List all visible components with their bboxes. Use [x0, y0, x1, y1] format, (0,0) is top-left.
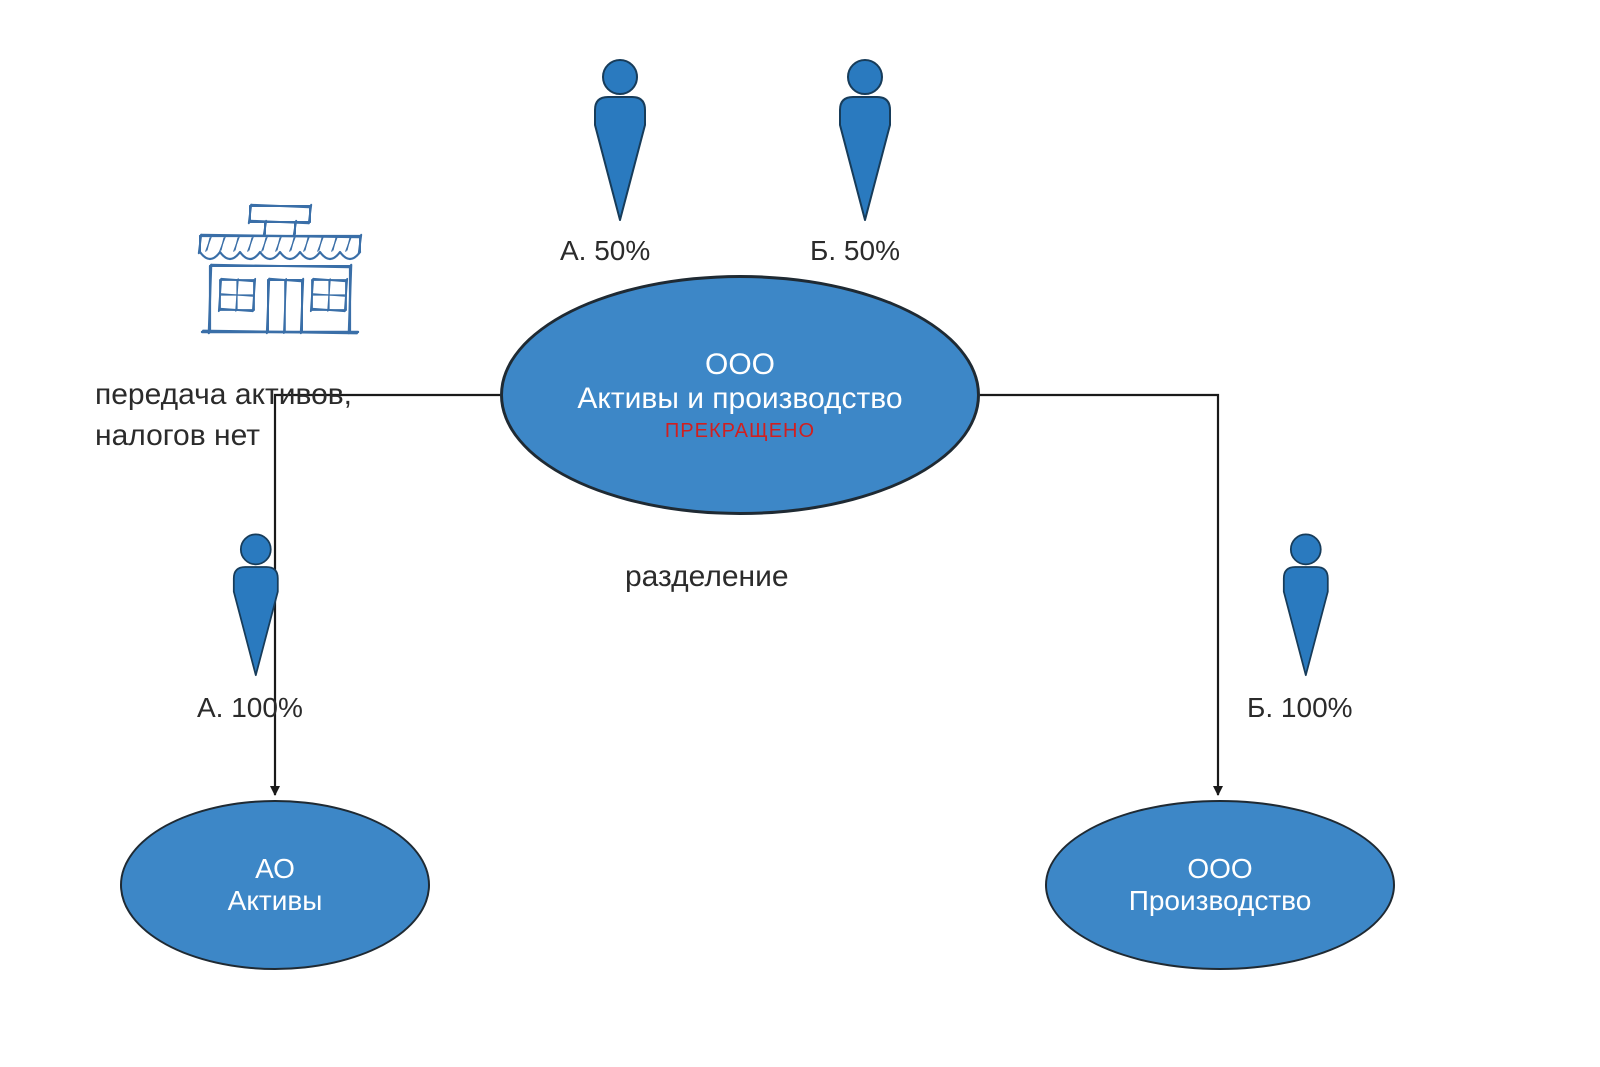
entity-right-ellipse: ООО Производство	[1045, 800, 1395, 970]
entity-right-type: ООО	[1187, 853, 1252, 885]
entity-right-name: Производство	[1129, 885, 1312, 917]
entity-left-name: Активы	[228, 885, 323, 917]
owner-b-bottom-icon	[1275, 530, 1337, 685]
entity-main-type: ООО	[705, 348, 775, 382]
owner-b-bottom-label: Б. 100%	[1247, 692, 1353, 724]
owner-b-top-label: Б. 50%	[810, 235, 900, 267]
annotation-transfer-line2: налогов нет	[95, 419, 260, 452]
owner-a-bottom-label: А. 100%	[197, 692, 303, 724]
owner-b-top-icon	[830, 55, 900, 230]
entity-main-name: Активы и производство	[577, 382, 902, 416]
owner-a-top-icon	[585, 55, 655, 230]
annotation-transfer: передача активов, налогов нет	[95, 375, 352, 456]
annotation-split: разделение	[625, 560, 789, 594]
entity-left-type: АО	[255, 853, 295, 885]
entity-main-ellipse: ООО Активы и производство ПРЕКРАЩЕНО	[500, 275, 980, 515]
diagram-canvas: { "colors": { "background": "#ffffff", "…	[0, 0, 1600, 1067]
entity-main-status: ПРЕКРАЩЕНО	[665, 420, 815, 443]
owner-a-bottom-icon	[225, 530, 287, 685]
annotation-transfer-line1: передача активов,	[95, 378, 352, 411]
owner-a-top-label: А. 50%	[560, 235, 650, 267]
entity-left-ellipse: АО Активы	[120, 800, 430, 970]
